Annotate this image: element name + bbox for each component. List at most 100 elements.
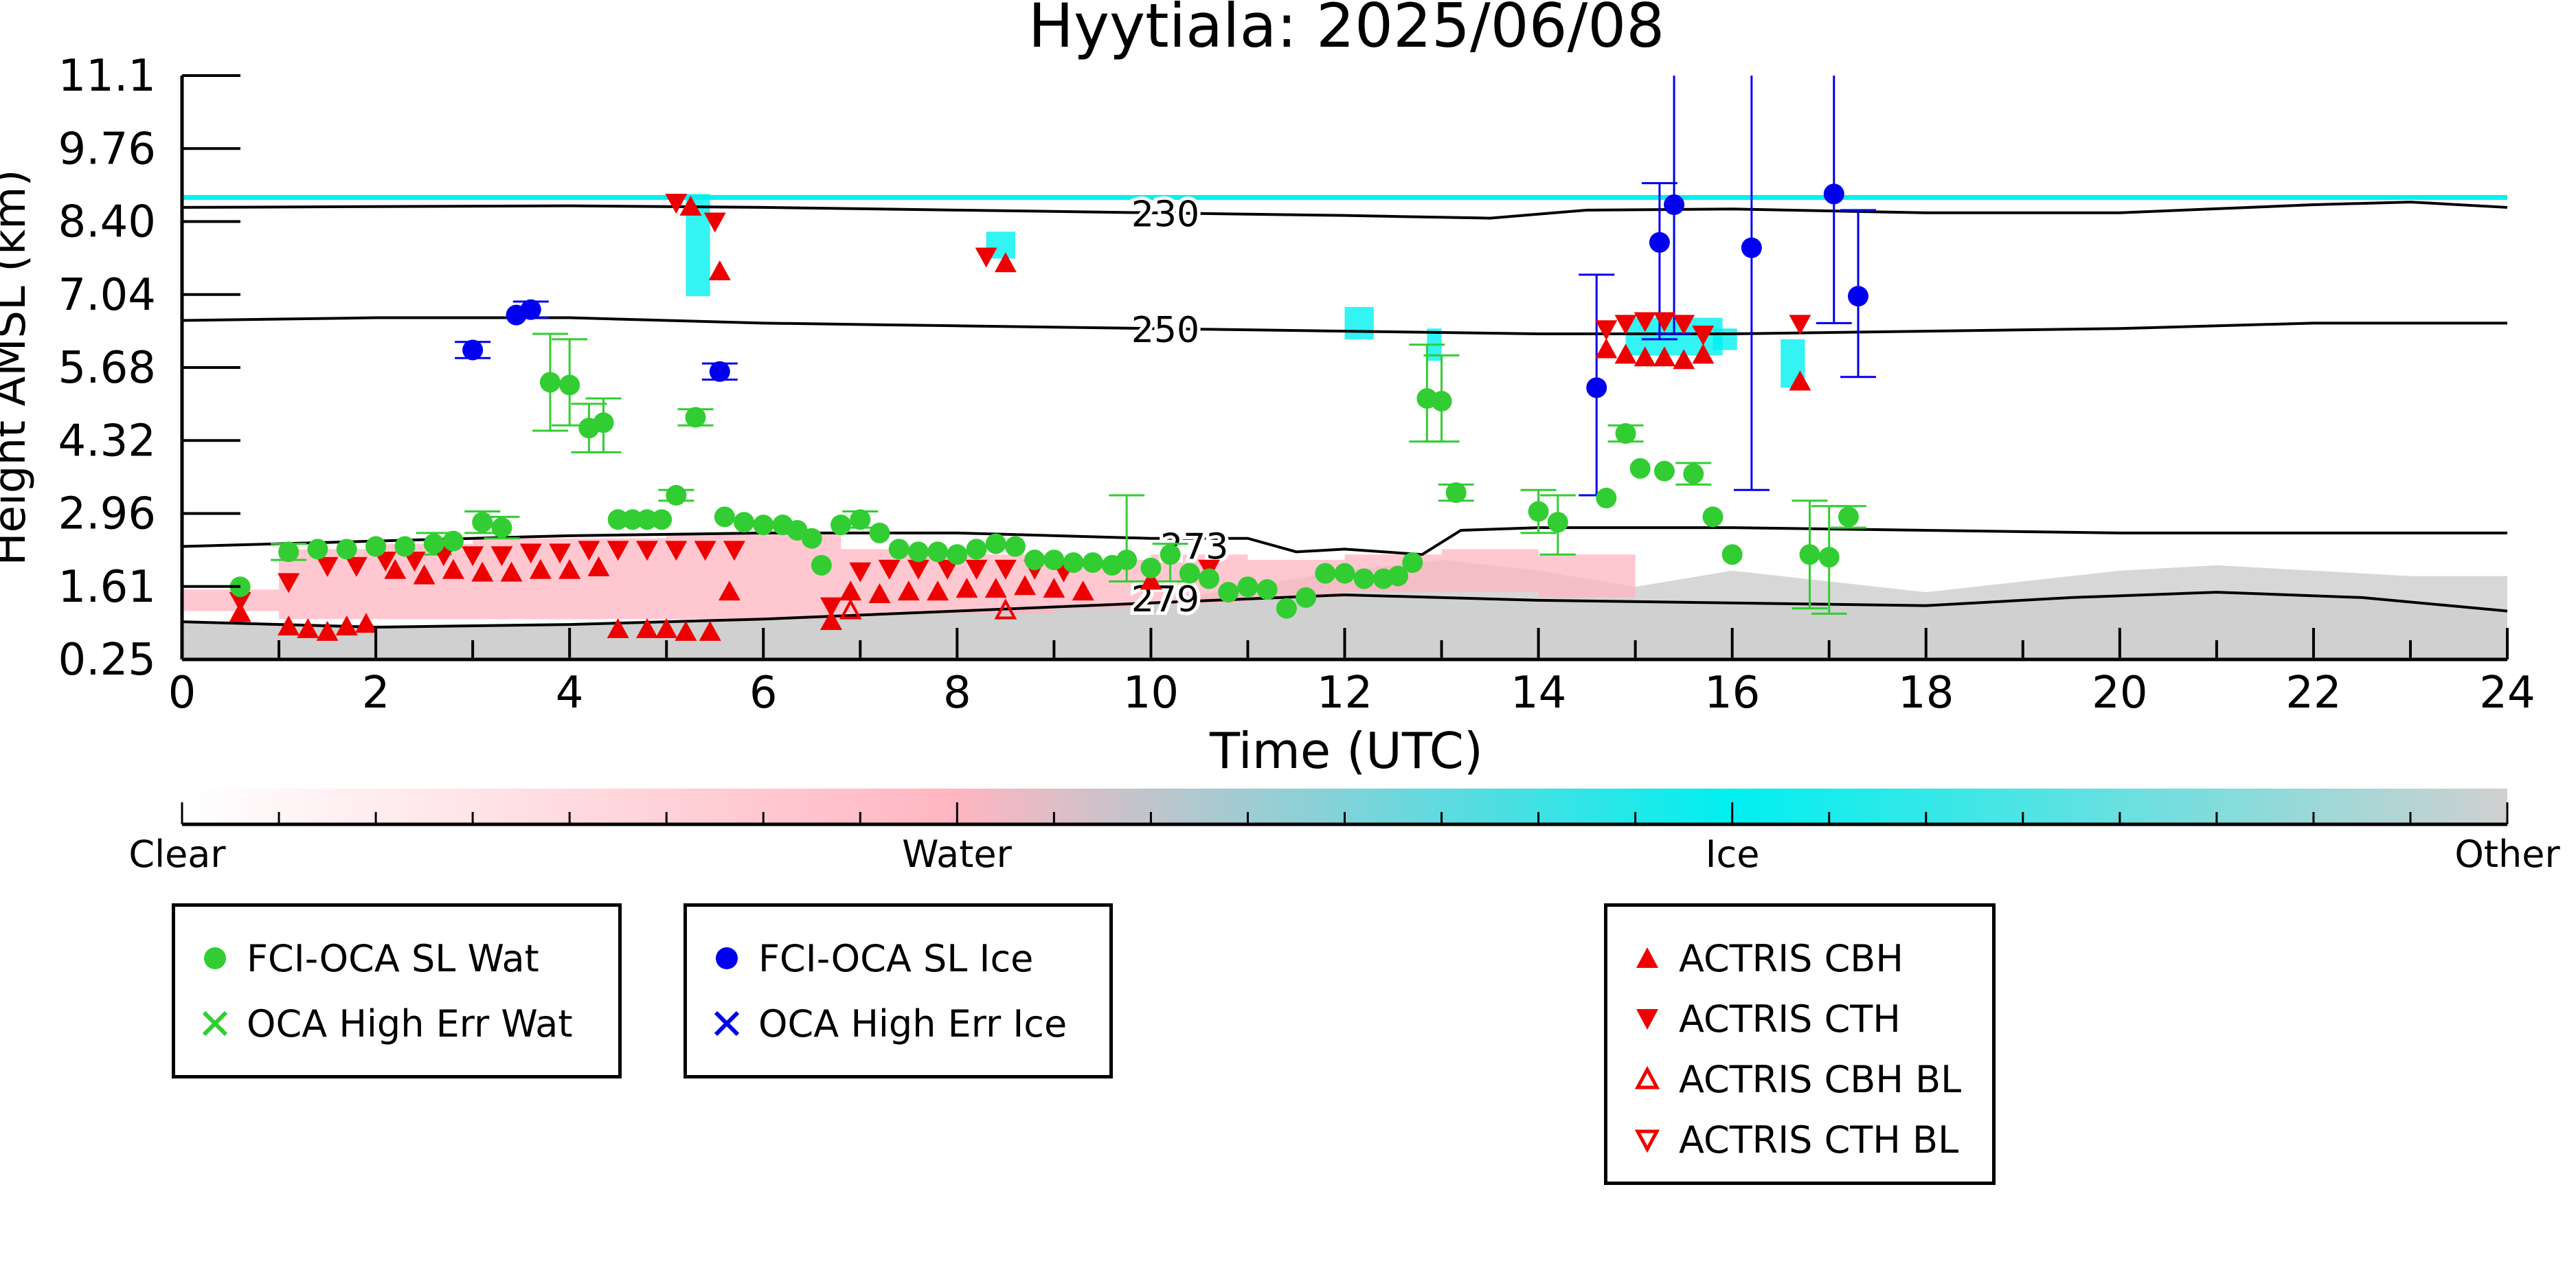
data-point <box>965 559 988 580</box>
data-point <box>1043 578 1065 598</box>
data-point <box>1653 460 1675 482</box>
x-tick-label: 24 <box>2479 668 2535 719</box>
data-point <box>520 299 541 320</box>
data-point <box>801 528 822 549</box>
data-point <box>472 512 493 533</box>
legend-item-actris-cbh: ACTRIS CBH <box>1628 931 1903 986</box>
data-point <box>593 412 614 433</box>
legend-label: OCA High Err Ice <box>758 1002 1067 1046</box>
data-point <box>1629 457 1651 479</box>
data-point <box>578 541 600 561</box>
data-point <box>403 552 426 572</box>
data-point <box>1218 582 1239 603</box>
data-point <box>1043 550 1065 571</box>
data-point <box>709 361 730 382</box>
data-point <box>384 558 407 579</box>
data-point <box>316 556 339 577</box>
y-tick-label: 4.32 <box>58 416 157 466</box>
data-point <box>734 512 755 533</box>
data-point <box>1596 487 1617 508</box>
legend-label: ACTRIS CTH BL <box>1679 1118 1959 1162</box>
y-tick-label: 11.1 <box>58 51 157 102</box>
y-tick-label: 0.25 <box>58 635 157 686</box>
data-point <box>374 552 397 572</box>
data-point <box>558 558 581 579</box>
y-axis-label: Height AMSL (km) <box>0 170 36 566</box>
data-point <box>1721 544 1743 565</box>
data-point <box>1256 579 1278 600</box>
y-tick-label: 7.04 <box>58 270 157 321</box>
data-point <box>708 260 731 280</box>
legend-item-fci-oca-sl-ice: FCI-OCA SL Ice <box>708 931 1033 986</box>
data-point <box>839 598 862 620</box>
data-point <box>1140 569 1162 590</box>
data-point <box>907 559 929 580</box>
data-point <box>1614 315 1637 335</box>
contour-label-250: 250 <box>1131 310 1199 351</box>
data-point <box>1789 315 1811 335</box>
ice-cloud-patch <box>1713 328 1737 350</box>
data-point <box>831 515 852 536</box>
data-point <box>607 541 629 561</box>
data-point <box>839 580 862 601</box>
data-point <box>878 559 901 580</box>
data-point <box>718 580 741 601</box>
data-point <box>1237 576 1258 598</box>
data-point <box>1673 315 1695 335</box>
x-tick-label: 22 <box>2285 668 2341 719</box>
data-point <box>1634 346 1656 367</box>
y-tick-label: 8.40 <box>58 197 157 248</box>
data-point <box>1296 587 1317 608</box>
data-point <box>994 598 1017 620</box>
legend-label: FCI-OCA SL Wat <box>247 936 539 980</box>
data-point <box>1024 550 1046 571</box>
data-point <box>947 544 968 565</box>
red-triangle-down-icon <box>1636 1009 1658 1030</box>
data-point <box>529 558 552 579</box>
data-point <box>462 339 484 361</box>
data-point <box>549 543 572 564</box>
data-point <box>1160 544 1181 565</box>
data-point <box>622 509 643 530</box>
data-point <box>850 509 871 530</box>
data-point <box>278 541 300 563</box>
data-point <box>1547 512 1568 533</box>
data-point <box>1004 536 1026 557</box>
data-point <box>1614 343 1637 364</box>
legend-item-fci-oca-sl-wat: FCI-OCA SL Wat <box>196 931 539 986</box>
legend-item-actris-cbh-bl: ACTRIS CBH BL <box>1628 1052 1961 1107</box>
data-point <box>423 533 444 554</box>
data-point <box>723 541 745 561</box>
data-point <box>471 561 494 582</box>
colorbar-label-ice: Ice <box>1706 833 1760 876</box>
x-tick-label: 0 <box>168 668 196 719</box>
data-point <box>442 530 464 552</box>
data-point <box>1445 482 1467 504</box>
data-point <box>1683 463 1704 484</box>
data-point <box>956 578 978 598</box>
data-point <box>1276 598 1297 619</box>
contour-line-273 <box>181 526 2507 556</box>
blue-x-icon <box>714 1010 740 1037</box>
data-point <box>336 539 357 560</box>
legend-item-actris-cth-bl: ACTRIS CTH BL <box>1628 1112 1958 1167</box>
data-point <box>675 620 697 641</box>
x-tick-label: 8 <box>943 668 971 719</box>
data-point <box>637 509 657 530</box>
data-point <box>1595 320 1618 341</box>
x-tick-label: 20 <box>2092 668 2147 719</box>
data-point <box>229 602 251 622</box>
data-point <box>1334 563 1355 584</box>
water-cloud-area <box>1441 549 1539 593</box>
data-point <box>491 517 512 539</box>
water-cloud-area <box>1538 554 1636 598</box>
data-point <box>539 372 561 393</box>
x-axis-label: Time (UTC) <box>1209 722 1483 780</box>
legend-item-oca-high-err-wat: OCA High Err Wat <box>196 996 573 1051</box>
data-point <box>699 620 721 641</box>
red-triangle-up-icon <box>1636 947 1658 968</box>
data-point <box>907 541 929 563</box>
data-point <box>897 580 920 601</box>
data-point <box>1082 552 1103 573</box>
data-point <box>1528 501 1549 522</box>
